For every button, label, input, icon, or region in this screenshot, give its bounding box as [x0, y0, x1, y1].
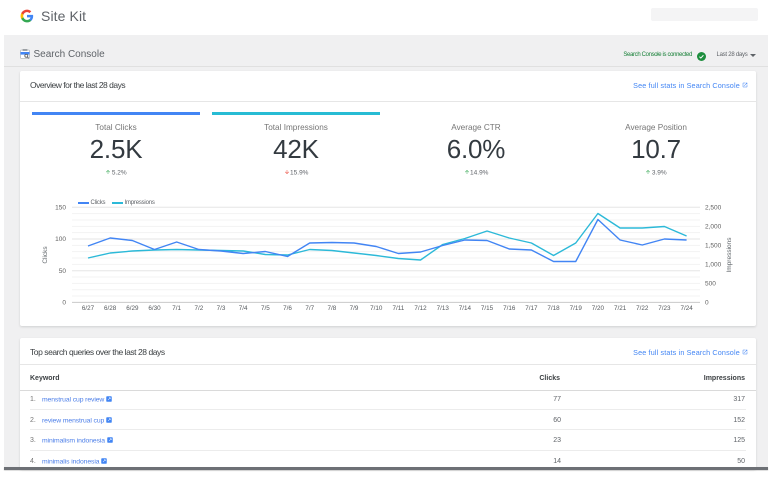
svg-text:1,500: 1,500 — [705, 243, 722, 250]
svg-text:7/11: 7/11 — [392, 305, 404, 312]
svg-text:7/18: 7/18 — [547, 305, 560, 312]
svg-text:0: 0 — [705, 300, 709, 307]
svg-text:7/6: 7/6 — [283, 305, 292, 312]
svg-text:7/21: 7/21 — [614, 305, 627, 312]
svg-text:50: 50 — [59, 268, 67, 275]
svg-text:Impressions: Impressions — [726, 237, 733, 273]
svg-text:7/8: 7/8 — [327, 305, 336, 312]
svg-text:0: 0 — [62, 300, 66, 307]
svg-text:7/19: 7/19 — [570, 305, 583, 312]
svg-text:6/28: 6/28 — [104, 305, 117, 312]
svg-text:7/4: 7/4 — [239, 305, 248, 312]
svg-text:Clicks: Clicks — [42, 246, 49, 264]
svg-text:7/20: 7/20 — [592, 305, 605, 312]
svg-text:7/15: 7/15 — [481, 305, 494, 312]
svg-text:6/30: 6/30 — [148, 305, 161, 312]
svg-text:100: 100 — [55, 236, 66, 243]
svg-text:7/7: 7/7 — [305, 305, 314, 312]
svg-text:7/12: 7/12 — [414, 305, 427, 312]
svg-text:500: 500 — [705, 281, 716, 288]
svg-text:7/13: 7/13 — [437, 305, 450, 312]
svg-text:7/3: 7/3 — [217, 305, 226, 312]
svg-text:7/1: 7/1 — [172, 305, 181, 312]
svg-text:7/16: 7/16 — [503, 305, 516, 312]
svg-text:7/22: 7/22 — [636, 305, 649, 312]
svg-text:7/23: 7/23 — [658, 305, 671, 312]
svg-text:7/9: 7/9 — [350, 305, 359, 312]
svg-text:2,000: 2,000 — [705, 224, 722, 231]
svg-text:150: 150 — [55, 205, 66, 212]
svg-text:7/10: 7/10 — [370, 305, 383, 312]
svg-text:6/29: 6/29 — [126, 305, 139, 312]
svg-text:1,000: 1,000 — [705, 262, 722, 269]
svg-text:6/27: 6/27 — [82, 305, 95, 312]
svg-text:2,500: 2,500 — [705, 205, 722, 212]
svg-text:7/14: 7/14 — [459, 305, 472, 312]
svg-text:7/5: 7/5 — [261, 305, 270, 312]
svg-text:7/2: 7/2 — [194, 305, 203, 312]
svg-text:7/17: 7/17 — [525, 305, 538, 312]
svg-text:7/24: 7/24 — [680, 305, 693, 312]
